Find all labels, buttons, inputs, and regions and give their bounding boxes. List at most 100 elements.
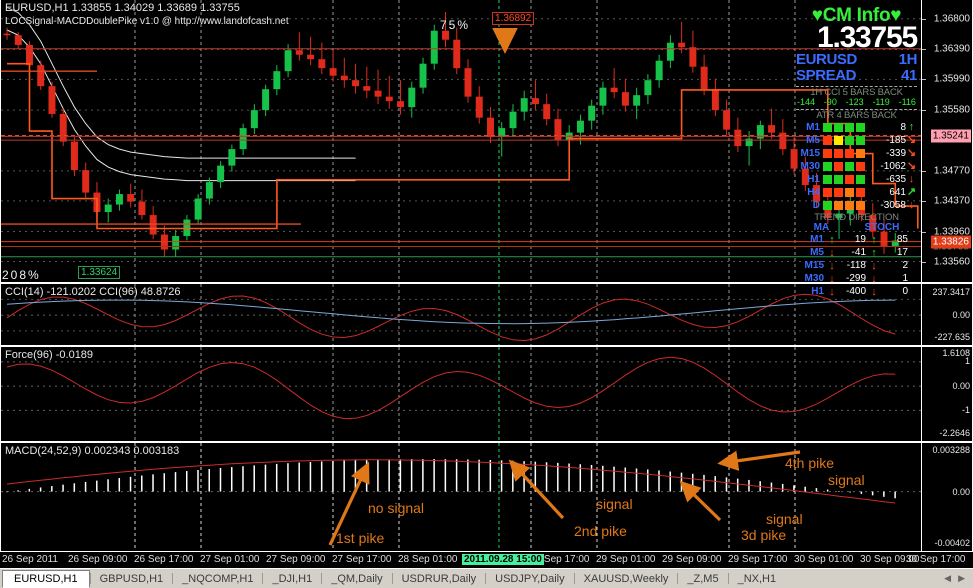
cci-tick-label: -227.635 [934,332,970,342]
trend-col-stoch: STOCH [864,222,900,234]
trend-stoch-value: 1 [902,273,908,285]
atr-row: M5 -185 ↘ [796,134,917,147]
price-axis-scale[interactable]: 1.36800 1.36390 1.35990 1.35580 1.34770 1.343… [921,0,972,282]
chart-tab-xauusd-weekly[interactable]: XAUUSD,Weekly [583,572,669,585]
chart-tab--dji-h1[interactable]: _DJI,H1 [272,572,313,585]
atr-cell [845,201,854,211]
cm-symbol: EURUSD [796,51,857,69]
macd-annotation-3d-pike: 3d pike [741,527,787,543]
tab-separator [321,573,323,584]
scroll-right-icon[interactable]: ▶ [958,573,965,583]
chart-tab-usdrur-daily[interactable]: USDRUR,Daily [401,572,477,585]
trend-stoch-arrow-icon: ↓ [871,272,877,285]
trend-timeframe: M1 [810,234,824,246]
cci-tick-label: 0.00 [952,310,970,321]
macd-tick-label: -0.00402 [934,538,970,548]
atr-direction-arrow-icon: ↘ [906,147,917,160]
atr-cell [845,162,854,172]
trend-row: M30 ↓ -299 ↓ 1 [796,273,917,286]
price-tick-label: 1.34370 [933,195,970,207]
tab-list[interactable]: EURUSD,H1 GBPUSD,H1 _NQCOMP,H1 _DJI,H1 _QM,D… [0,569,785,588]
cci-bars-back-values: -144 -90 -123 -119 -116 [796,96,917,107]
force-tick-label: 0.00 [952,381,970,392]
tab-separator [262,573,264,584]
macd-annotation-4th-pike: 4th pike [785,455,835,471]
price-badge-bid: 1.35241 [930,129,971,143]
scroll-left-icon[interactable]: ◀ [944,573,952,583]
price-tick-mark [922,200,926,202]
price-tick-label: 1.34770 [933,165,970,177]
atr-cell [834,123,843,133]
macd-tick-label: 0.003288 [932,445,970,455]
time-tick-label: 28 Sep 01:00 [398,554,458,565]
chart-tab--qm-daily[interactable]: _QM,Daily [331,572,383,585]
low-price-box-label: 1.33624 [78,266,121,279]
time-tick-label: 29 Sep 09:00 [662,554,722,565]
price-tick-label: 1.36800 [933,13,970,25]
atr-value: -1062 [880,160,906,172]
chart-tab-usdjpy-daily[interactable]: USDJPY,Daily [495,572,565,585]
time-tick-label: 27 Sep 01:00 [200,554,260,565]
atr-cell [834,162,843,172]
macd-annotation-signal: signal [596,496,633,512]
atr-cell [856,136,865,146]
atr-table: M1 8 ↑ M5 -185 ↘ M15 -339 ↘ M30 -1062 ↘ H1 -635 ↓ H4 641… [796,121,917,212]
heart-right-icon: ♥ [890,5,902,26]
macd-annotation-1st-pike: 1st pike [336,530,385,546]
atr-timeframe: H1 [807,173,820,185]
price-tick-label: 1.35990 [933,73,970,85]
chart-tab--nx-h1[interactable]: _NX,H1 [737,572,777,585]
time-tick-label: 26 Sep 09:00 [68,554,128,565]
trend-ma-value: -400 [845,286,866,298]
atr-cell [856,123,865,133]
chart-tab-gbpusd-h1[interactable]: GBPUSD,H1 [99,572,164,585]
atr-timeframe: H4 [807,186,820,198]
force-tick-label: 1 [964,356,970,366]
macd-annotation-2nd-pike: 2nd pike [574,523,627,539]
trend-table: M1 ↑ 19 ↑ 85 M5 ↓ -41 ↑ 17 M15 ↓ -118 ↓ 2 M30 ↓ -299 ↓ 1 H1 ↓… [796,234,917,299]
cci-bar-value: -144 [797,96,816,107]
price-tick-mark [922,261,926,263]
time-tick-label: 30 Sep 09:00 [860,554,920,565]
atr-direction-arrow-icon: ↓ [908,173,915,186]
atr-row: M30 -1062 ↘ [796,160,917,173]
time-tick-label: 29 Sep 01:00 [596,554,656,565]
tab-scroll-arrows[interactable]: ◀ ▶ [944,569,973,588]
trend-table-header: MA STOCH [796,223,917,234]
cci-tick-label: 237.3417 [932,287,970,297]
trend-stoch-value: 85 [896,234,908,246]
indicator-name-line: LOCSignal-MACDDoublePike v1.0 @ http://w… [5,15,289,27]
chart-tab--nqcomp-h1[interactable]: _NQCOMP,H1 [182,572,254,585]
cci-indicator-pane[interactable]: 237.3417 0.00 -227.635 CCI(14) -121.0202 C… [0,283,973,346]
atr-cell [856,188,865,198]
chart-tabs-taskbar[interactable]: EURUSD,H1 GBPUSD,H1 _NQCOMP,H1 _DJI,H1 _QM,D… [0,568,973,588]
atr-cell [834,201,843,211]
cm-current-price: 1.33755 [816,20,918,54]
time-axis[interactable]: 26 Sep 2011 26 Sep 09:00 26 Sep 17:00 27 Se… [0,552,973,568]
heart-left-icon: ♥ [811,5,823,26]
force-indicator-pane[interactable]: 1.6108 1 0.00 -1 -2.2646 Force(96) -0.0189 [0,346,973,442]
tab-separator [89,573,91,584]
force-plot-area[interactable] [1,347,921,441]
trend-stoch-value: 17 [896,247,908,259]
chart-tab-eurusd-h1[interactable]: EURUSD,H1 [2,570,90,588]
trend-ma-arrow-icon: ↑ [829,233,835,246]
cci-bar-value: -116 [898,96,916,107]
time-tick-label: 26 Sep 17:00 [134,554,194,565]
chart-tab--z-m5[interactable]: _Z,M5 [687,572,719,585]
atr-direction-arrow-icon: ↘ [906,160,917,173]
trend-row: M5 ↓ -41 ↑ 17 [796,247,917,260]
trend-timeframe: M15 [804,260,824,272]
atr-row: H1 -635 ↓ [796,173,917,186]
atr-cell [823,201,832,211]
time-tick-label: 30 Sep 01:00 [794,554,854,565]
atr-row: M1 8 ↑ [796,121,917,134]
cm-info-title: ♥CM Info♥ [796,6,917,26]
price-plot-area[interactable] [1,0,921,282]
price-tick-mark [922,170,926,172]
time-tick-label: 27 Sep 17:00 [332,554,392,565]
atr-cell [856,175,865,185]
atr-value: -185 [885,134,906,146]
time-tick-label: 27 Sep 09:00 [266,554,326,565]
cm-symbol-row: EURUSD 1H [796,52,917,68]
